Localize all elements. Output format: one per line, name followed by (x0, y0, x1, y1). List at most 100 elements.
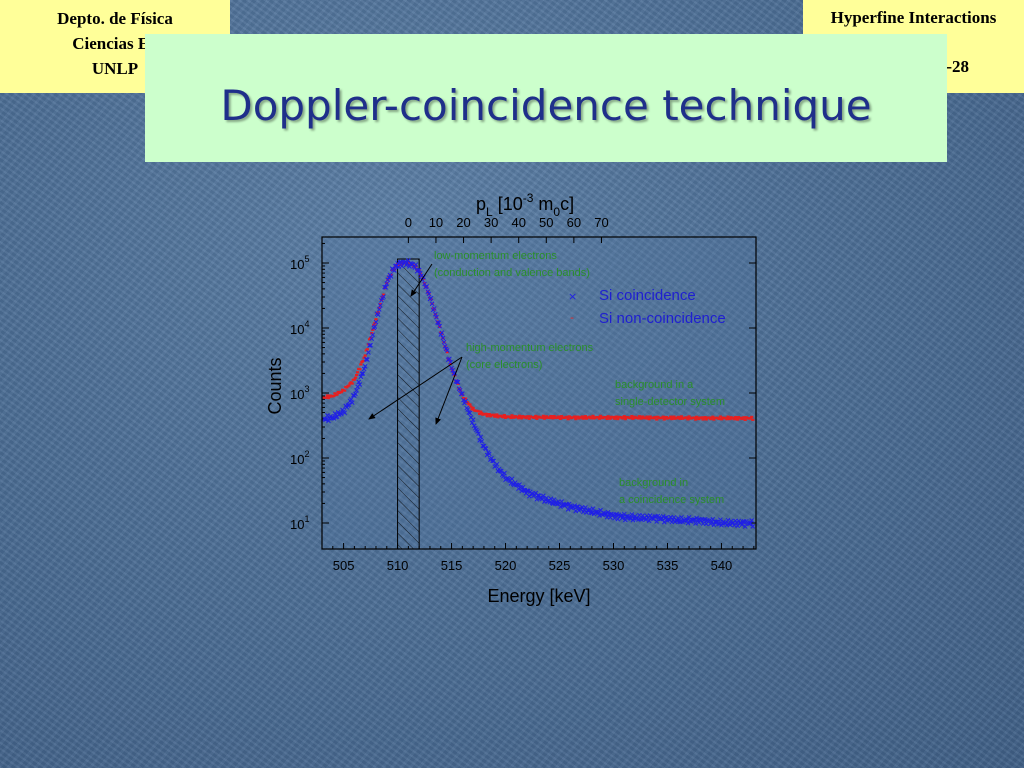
data-point (350, 382, 354, 385)
data-point (356, 379, 362, 385)
data-point (672, 415, 676, 418)
data-point (615, 415, 619, 418)
data-point (669, 415, 673, 418)
data-point (436, 320, 441, 326)
data-point (509, 416, 513, 420)
data-point (533, 416, 537, 419)
data-point (707, 416, 712, 419)
data-point (676, 415, 680, 419)
data-point (487, 413, 491, 416)
data-point (366, 350, 371, 355)
data-point (348, 397, 354, 402)
data-point (623, 418, 627, 421)
data-point (535, 417, 539, 420)
data-point (597, 417, 602, 420)
arrow-high-momentum-right (435, 356, 463, 425)
annotation-high-momentum: high-momentum electrons (core electrons) (466, 342, 596, 371)
data-point (596, 416, 600, 419)
data-point (648, 415, 652, 418)
data-point (615, 516, 621, 522)
data-point (636, 417, 640, 420)
data-point (750, 524, 756, 529)
data-point (396, 264, 402, 270)
data-point (686, 418, 690, 421)
data-point (687, 415, 691, 418)
data-point (726, 415, 730, 418)
data-point (534, 414, 538, 418)
data-point (629, 512, 635, 517)
data-point (559, 499, 565, 504)
data-point (612, 417, 617, 420)
data-point (739, 522, 745, 528)
data-point (584, 417, 589, 420)
data-point (469, 405, 473, 408)
data-point (502, 413, 507, 417)
data-point (461, 396, 466, 400)
data-point (565, 415, 569, 418)
data-point (588, 415, 592, 418)
data-point (749, 417, 753, 420)
data-point (520, 417, 524, 420)
data-point (515, 415, 520, 418)
data-point (646, 416, 650, 419)
data-point (447, 356, 452, 362)
data-point (413, 262, 419, 267)
data-point (345, 386, 349, 389)
data-point (363, 354, 367, 357)
data-point (424, 284, 430, 289)
data-point (425, 286, 429, 289)
data-point (370, 332, 376, 338)
data-point (392, 268, 396, 271)
data-point (441, 339, 447, 345)
data-point (346, 402, 352, 408)
data-point (583, 415, 588, 418)
data-point (371, 328, 375, 331)
data-point (740, 417, 744, 421)
data-point (524, 488, 530, 494)
data-point (406, 258, 411, 263)
data-point (653, 415, 658, 419)
data-point (671, 416, 675, 420)
data-point (523, 415, 527, 418)
data-point (725, 418, 729, 421)
data-point (455, 379, 461, 385)
data-point (549, 414, 553, 418)
data-point (502, 470, 507, 476)
data-point (704, 418, 708, 421)
data-point (501, 473, 506, 479)
data-point (333, 392, 337, 395)
data-point (347, 384, 351, 387)
data-point (565, 507, 571, 512)
x-tick-label: 530 (603, 558, 625, 573)
data-point (543, 416, 548, 419)
data-point (751, 418, 755, 421)
data-point (697, 417, 701, 421)
data-point (512, 416, 516, 419)
data-point (446, 357, 450, 360)
data-point (748, 520, 753, 526)
data-point (552, 415, 556, 418)
data-point (602, 511, 608, 517)
y-axis-ticks: 101 102 103 104 105 (290, 242, 756, 532)
x-tick-label: 505 (333, 558, 355, 573)
data-point (378, 303, 382, 306)
data-point (356, 371, 360, 374)
data-point (382, 284, 387, 290)
data-point (712, 418, 716, 421)
legend-label-coincidence: Si coincidence (599, 287, 696, 304)
data-point (391, 268, 397, 273)
annotation-background-single: background in a single-detector system (615, 379, 725, 408)
data-point (335, 393, 339, 396)
data-point (476, 431, 481, 436)
data-point (499, 414, 503, 417)
top-tick-label: 20 (456, 215, 470, 230)
data-point (696, 416, 700, 419)
x-axis-ticks: 505 510 515 520 525 530 535 540 (332, 543, 755, 573)
x-tick-label: 535 (657, 558, 679, 573)
data-point (544, 415, 549, 418)
data-point (381, 294, 386, 299)
data-point (359, 363, 363, 366)
series-si-coincidence (322, 258, 756, 529)
data-point (327, 395, 332, 398)
data-point (471, 423, 477, 429)
